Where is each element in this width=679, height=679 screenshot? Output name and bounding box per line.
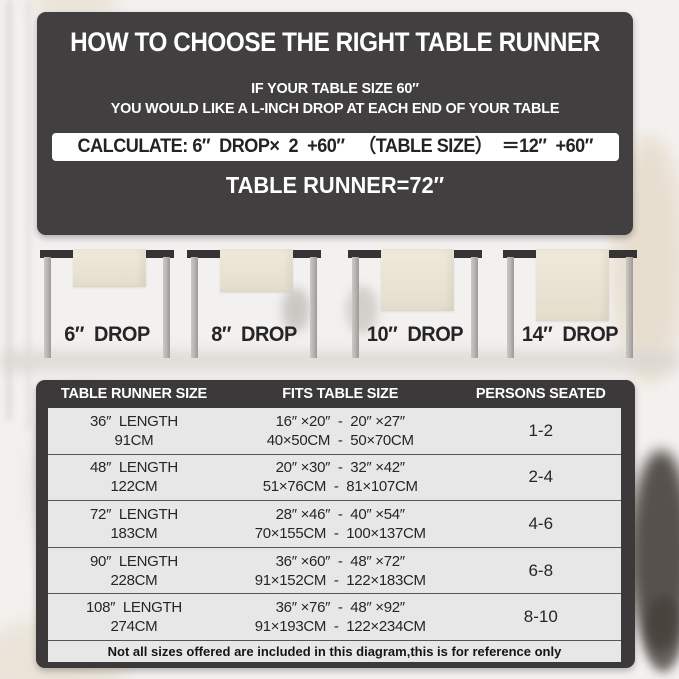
calculation-bar: CALCULATE: 6″ DROP× 2 +60″ （TABLE SIZE） … xyxy=(51,133,619,161)
size-table-header: TABLE RUNNER SIZE FITS TABLE SIZE PERSON… xyxy=(48,380,621,408)
table-row: 48″ LENGTH 122CM 20″ ×30″ - 32″ ×42″ 51×… xyxy=(48,455,621,502)
subtitle-line-2: YOU WOULD LIKE A L-INCH DROP AT EACH END… xyxy=(110,100,560,117)
bg-curtain-blur xyxy=(30,0,120,14)
bg-chair-leg-blur xyxy=(644,596,679,672)
table-row: 108″ LENGTH 274CM 36″ ×76″ - 48″ ×92″ 91… xyxy=(48,594,621,641)
runner-size-inches: 48″ LENGTH xyxy=(90,459,178,477)
table-figure-14in-drop: 14″ DROP xyxy=(503,235,637,380)
fits-table-size-cell: 36″ ×76″ - 48″ ×92″ 91×193CM - 122×234CM xyxy=(220,598,461,636)
page-title: HOW TO CHOOSE THE RIGHT TABLE RUNNER xyxy=(70,27,600,57)
runner-size-cm: 228CM xyxy=(110,571,158,589)
runner-size-inches: 72″ LENGTH xyxy=(90,505,178,523)
runner-size-cell: 36″ LENGTH 91CM xyxy=(48,412,220,450)
runner-size-cm: 183CM xyxy=(110,524,158,542)
table-leg xyxy=(163,257,170,358)
calculation-result: TABLE RUNNER=72″ xyxy=(225,172,445,198)
persons-seated-cell: 2-4 xyxy=(528,467,554,487)
table-runner-cloth xyxy=(220,249,293,292)
fits-size-inches: 16″ ×20″ - 20″ ×27″ xyxy=(275,412,406,430)
table-row: 36″ LENGTH 91CM 16″ ×20″ - 20″ ×27″ 40×5… xyxy=(48,408,621,455)
runner-size-inches: 108″ LENGTH xyxy=(85,599,182,617)
table-figure-8in-drop: 8″ DROP xyxy=(187,235,321,380)
bg-plant-blur xyxy=(346,286,378,334)
persons-seated-cell: 4-6 xyxy=(528,513,554,533)
table-leg xyxy=(310,257,317,358)
drop-label: 10″ DROP xyxy=(366,323,464,346)
table-leg xyxy=(352,257,359,358)
runner-size-inches: 36″ LENGTH xyxy=(90,412,178,430)
drop-label: 8″ DROP xyxy=(211,323,297,346)
bg-doorframe-line xyxy=(26,0,31,430)
size-table-body: 36″ LENGTH 91CM 16″ ×20″ - 20″ ×27″ 40×5… xyxy=(48,408,621,662)
table-runner-cloth xyxy=(536,249,609,321)
table-runner-cloth xyxy=(73,249,146,287)
subtitle-line-1: IF YOUR TABLE SIZE 60″ xyxy=(251,80,419,97)
runner-size-inches: 90″ LENGTH xyxy=(90,552,178,570)
table-leg xyxy=(191,257,198,358)
table-row: 90″ LENGTH 228CM 36″ ×60″ - 48″ ×72″ 91×… xyxy=(48,548,621,595)
size-table-card: TABLE RUNNER SIZE FITS TABLE SIZE PERSON… xyxy=(36,380,635,668)
table-leg xyxy=(507,257,514,358)
drop-label: 6″ DROP xyxy=(64,323,150,346)
drop-label: 14″ DROP xyxy=(521,323,619,346)
fits-size-cm: 91×193CM - 122×234CM xyxy=(254,618,426,636)
table-runner-cloth xyxy=(381,249,454,311)
col-header-persons-seated: PERSONS SEATED xyxy=(475,386,606,402)
table-figure-6in-drop: 6″ DROP xyxy=(40,235,174,380)
runner-size-cell: 48″ LENGTH 122CM xyxy=(48,458,220,496)
calculation-formula: CALCULATE: 6″ DROP× 2 +60″ （TABLE SIZE） … xyxy=(77,136,593,157)
col-header-runner-size: TABLE RUNNER SIZE xyxy=(60,386,208,402)
runner-size-cm: 122CM xyxy=(110,478,158,496)
fits-size-inches: 36″ ×60″ - 48″ ×72″ xyxy=(275,552,406,570)
col-header-fits-table-size: FITS TABLE SIZE xyxy=(282,386,399,402)
fits-size-cm: 40×50CM - 50×70CM xyxy=(266,431,414,449)
persons-seated-cell: 1-2 xyxy=(528,420,554,440)
fits-table-size-cell: 36″ ×60″ - 48″ ×72″ 91×152CM - 122×183CM xyxy=(220,552,461,590)
bg-doorframe-line xyxy=(6,0,12,420)
table-leg xyxy=(471,257,478,358)
runner-size-cell: 72″ LENGTH 183CM xyxy=(48,505,220,543)
fits-size-inches: 36″ ×76″ - 48″ ×92″ xyxy=(275,599,406,617)
fits-size-cm: 91×152CM - 122×183CM xyxy=(254,571,426,589)
fits-table-size-cell: 16″ ×20″ - 20″ ×27″ 40×50CM - 50×70CM xyxy=(220,412,461,450)
table-leg xyxy=(626,257,633,358)
runner-size-cell: 90″ LENGTH 228CM xyxy=(48,552,220,590)
fits-table-size-cell: 28″ ×46″ - 40″ ×54″ 70×155CM - 100×137CM xyxy=(220,505,461,543)
persons-seated-cell: 6-8 xyxy=(528,560,554,580)
fits-table-size-cell: 20″ ×30″ - 32″ ×42″ 51×76CM - 81×107CM xyxy=(220,458,461,496)
runner-size-cm: 91CM xyxy=(114,431,154,449)
runner-size-cm: 274CM xyxy=(110,618,158,636)
header-card: HOW TO CHOOSE THE RIGHT TABLE RUNNER IF … xyxy=(37,12,633,235)
table-row: 72″ LENGTH 183CM 28″ ×46″ - 40″ ×54″ 70×… xyxy=(48,501,621,548)
drop-diagram: 6″ DROP 8″ DROP 10″ DROP 14″ DROP xyxy=(0,235,679,380)
bg-plant-blur xyxy=(282,288,310,332)
fits-size-cm: 51×76CM - 81×107CM xyxy=(262,478,418,496)
fits-size-cm: 70×155CM - 100×137CM xyxy=(254,524,426,542)
fits-size-inches: 28″ ×46″ - 40″ ×54″ xyxy=(275,505,406,523)
fits-size-inches: 20″ ×30″ - 32″ ×42″ xyxy=(275,459,406,477)
table-footnote: Not all sizes offered are included in th… xyxy=(107,643,562,659)
table-leg xyxy=(44,257,51,358)
persons-seated-cell: 8-10 xyxy=(523,607,558,627)
table-figure-10in-drop: 10″ DROP xyxy=(348,235,482,380)
runner-size-cell: 108″ LENGTH 274CM xyxy=(48,598,220,636)
